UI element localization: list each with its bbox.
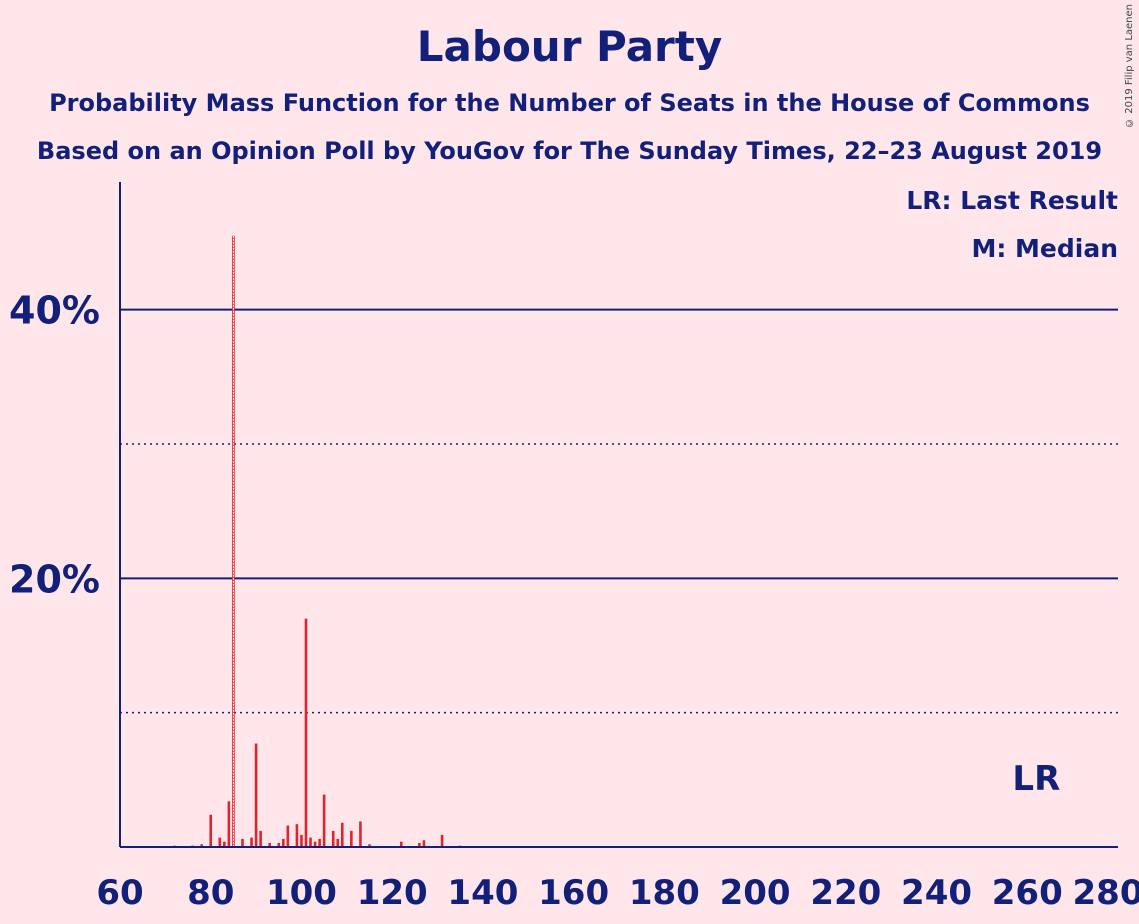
bar-89 <box>250 837 253 847</box>
x-tick-label: 200 <box>720 873 791 913</box>
bar-84 <box>227 801 231 847</box>
bar-87 <box>241 838 244 847</box>
x-tick-label: 240 <box>901 873 972 913</box>
bar-91 <box>259 830 262 847</box>
bar-111 <box>350 830 353 847</box>
chart-subtitle-1: Probability Mass Function for the Number… <box>49 89 1090 117</box>
last-result-marker: LR <box>1012 759 1060 799</box>
bar-131 <box>440 834 444 847</box>
legend-median: M: Median <box>971 234 1118 263</box>
bar-105 <box>322 794 326 847</box>
chart-subtitle-2: Based on an Opinion Poll by YouGov for T… <box>36 137 1103 165</box>
bar-100 <box>300 834 303 847</box>
x-tick-label: 280 <box>1073 873 1139 913</box>
x-tick-label: 140 <box>447 873 518 913</box>
x-tick-label: 220 <box>810 873 881 913</box>
y-tick-label: 20% <box>9 557 100 601</box>
bar-83 <box>223 841 226 847</box>
bar-85 <box>232 235 235 848</box>
x-tick-label: 160 <box>538 873 609 913</box>
x-tick-label: 100 <box>266 873 337 913</box>
bar-107 <box>331 830 335 847</box>
bar-104 <box>318 838 321 847</box>
bar-80 <box>209 814 213 847</box>
bar-113 <box>359 821 362 847</box>
x-tick-label: 80 <box>187 873 234 913</box>
x-tick-label: 260 <box>992 873 1063 913</box>
y-tick-label: 40% <box>9 289 100 333</box>
bar-126 <box>418 842 421 847</box>
bar-109 <box>340 822 344 847</box>
x-tick-label: 120 <box>357 873 428 913</box>
bar-99 <box>295 824 299 847</box>
bar-78 <box>200 844 203 847</box>
legend-last-result: LR: Last Result <box>906 186 1118 215</box>
bar-82 <box>218 837 222 847</box>
bar-103 <box>313 841 317 847</box>
bar-90 <box>254 743 258 847</box>
x-tick-label: 60 <box>96 873 143 913</box>
bar-97 <box>286 825 290 847</box>
x-tick-label: 180 <box>629 873 700 913</box>
bar-108 <box>336 838 340 847</box>
bar-93 <box>268 842 271 847</box>
bar-122 <box>399 841 403 847</box>
bar-96 <box>282 838 285 847</box>
chart-title: Labour Party <box>416 22 723 71</box>
bar-95 <box>277 842 281 847</box>
grid-layer <box>120 308 1118 714</box>
bars-layer <box>173 235 462 848</box>
bar-101 <box>304 618 308 847</box>
bar-127 <box>422 840 426 847</box>
axis-layer: 20% 40% 60 80 100 120 140 160 180 200 220 240 260 280 <box>9 182 1139 913</box>
bar-102 <box>309 837 312 847</box>
bar-115 <box>368 844 371 847</box>
